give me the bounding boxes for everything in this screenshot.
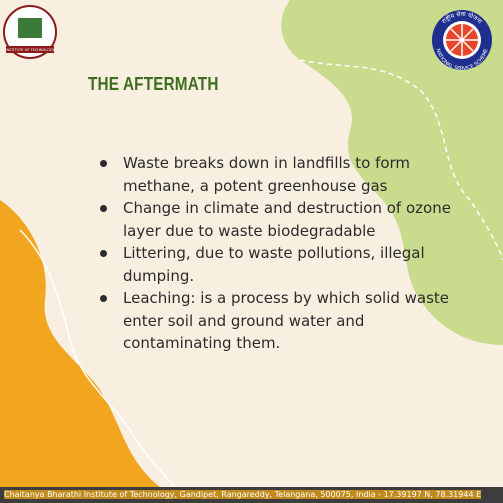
- footer: Chaitanya Bharathi Institute of Technolo…: [0, 487, 503, 503]
- footer-text: Chaitanya Bharathi Institute of Technolo…: [4, 490, 481, 499]
- bullet-item: Waste breaks down in landfills to form m…: [96, 152, 456, 197]
- logo-text: INSTITUTE OF TECHNOLOGY: [5, 48, 55, 52]
- slide: INSTITUTE OF TECHNOLOGY राष्ट्रीय सेवा य…: [0, 0, 503, 503]
- title: THE AFTERMATH: [88, 74, 219, 95]
- left-logo: INSTITUTE OF TECHNOLOGY: [4, 6, 56, 58]
- page-body: {"header":{"title":"THE AFTERMATH","left…: [0, 0, 503, 503]
- bullet-item: Change in climate and destruction of ozo…: [96, 197, 456, 242]
- bullet-list: Waste breaks down in landfills to form m…: [96, 152, 456, 355]
- bullet-item: Leaching: is a process by which solid wa…: [96, 287, 456, 355]
- bullet-item: Littering, due to waste pollutions, ille…: [96, 242, 456, 287]
